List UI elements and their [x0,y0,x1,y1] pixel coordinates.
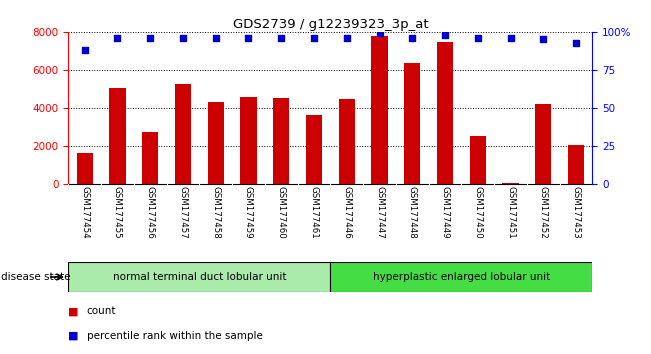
Bar [404,63,421,184]
Point [112,35,122,41]
Text: GSM177461: GSM177461 [309,187,318,239]
Text: GSM177457: GSM177457 [178,187,187,239]
Text: GSM177455: GSM177455 [113,187,122,239]
Point [505,35,516,41]
Text: GSM177456: GSM177456 [146,187,155,239]
Text: GSM177453: GSM177453 [572,187,581,239]
Point [276,35,286,41]
Point [440,32,450,38]
Text: disease state: disease state [1,272,70,282]
Text: ■: ■ [68,306,79,316]
Text: count: count [87,306,116,316]
Point [407,35,417,41]
Bar [240,97,256,184]
Text: GSM177449: GSM177449 [441,187,450,239]
Bar [469,136,486,184]
Bar [77,153,93,184]
Text: percentile rank within the sample: percentile rank within the sample [87,331,262,341]
Bar [535,104,551,184]
Text: GSM177451: GSM177451 [506,187,515,239]
Text: GSM177460: GSM177460 [277,187,286,239]
Point [243,35,254,41]
Bar [371,36,388,184]
Text: normal terminal duct lobular unit: normal terminal duct lobular unit [113,272,286,282]
Text: GSM177447: GSM177447 [375,187,384,239]
Text: GSM177458: GSM177458 [211,187,220,239]
Bar [306,115,322,184]
Bar [339,99,355,184]
Text: GSM177454: GSM177454 [80,187,89,239]
Bar [330,262,592,292]
Bar [503,183,519,184]
Text: GSM177459: GSM177459 [244,187,253,239]
Bar [68,262,330,292]
Text: GSM177450: GSM177450 [473,187,482,239]
Bar [109,88,126,184]
Title: GDS2739 / g12239323_3p_at: GDS2739 / g12239323_3p_at [232,18,428,31]
Bar [273,98,290,184]
Bar [175,84,191,184]
Point [309,35,319,41]
Point [571,40,581,45]
Point [79,47,90,53]
Text: ■: ■ [68,331,79,341]
Bar [437,42,453,184]
Point [538,37,549,42]
Point [342,35,352,41]
Point [210,35,221,41]
Bar [568,145,584,184]
Text: GSM177452: GSM177452 [539,187,547,239]
Text: GSM177448: GSM177448 [408,187,417,239]
Bar [142,132,158,184]
Text: hyperplastic enlarged lobular unit: hyperplastic enlarged lobular unit [373,272,550,282]
Bar [208,102,224,184]
Point [473,35,483,41]
Point [178,35,188,41]
Point [374,30,385,36]
Point [145,35,156,41]
Text: GSM177446: GSM177446 [342,187,352,239]
